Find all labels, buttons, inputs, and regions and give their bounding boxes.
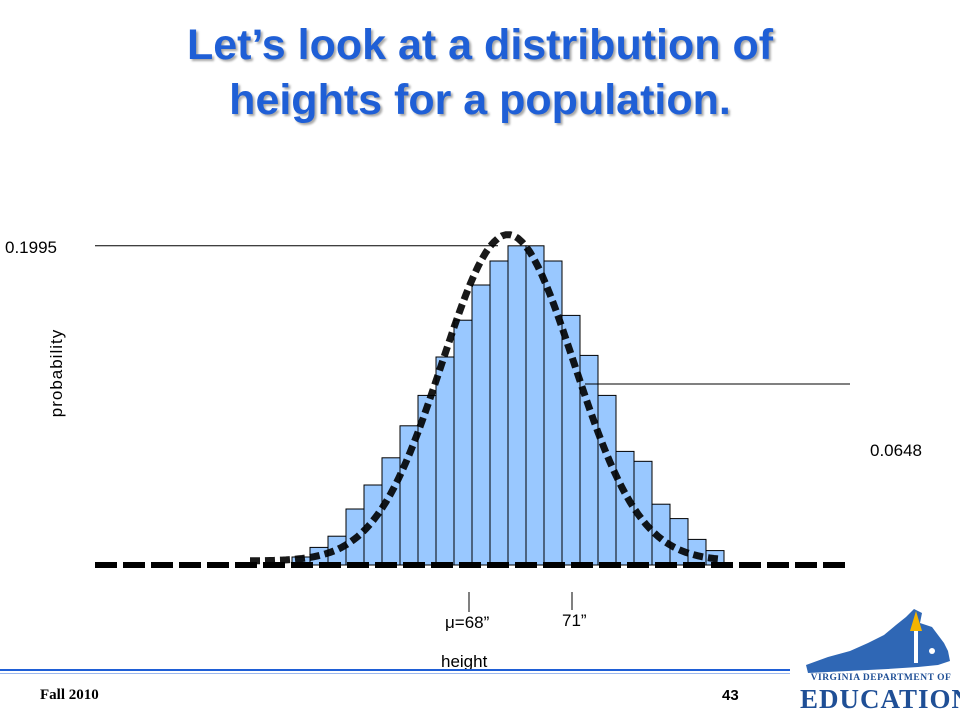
slide-title: Let’s look at a distribution of heights …	[0, 18, 960, 128]
histogram-bar	[669, 518, 689, 566]
footer-rule-secondary	[0, 673, 790, 674]
footer-rule	[0, 669, 790, 671]
logo-text-main: EDUCATION	[800, 684, 960, 714]
histogram-bar	[597, 394, 617, 566]
title-line-2: heights for a population.	[229, 76, 731, 124]
histogram-bar	[471, 284, 491, 566]
histogram-bar	[453, 319, 473, 566]
histogram-bar	[615, 450, 635, 566]
logo-text-top: VIRGINIA DEPARTMENT OF	[810, 673, 952, 683]
marker-label: 71”	[562, 611, 587, 630]
histogram-bar	[507, 245, 527, 566]
title-line-1: Let’s look at a distribution of	[186, 21, 774, 69]
y-axis-label: probability	[47, 328, 66, 418]
histogram-bar	[489, 260, 509, 566]
tail-value-label: 0.0648	[870, 441, 922, 460]
x-axis-label: height	[441, 652, 488, 671]
peak-value-label: 0.1995	[5, 238, 57, 257]
mean-label: μ=68”	[445, 613, 490, 632]
page-number: 43	[722, 687, 739, 704]
virginia-state-icon	[806, 609, 950, 673]
footer-term: Fall 2010	[40, 687, 99, 703]
histogram-bar	[525, 245, 545, 566]
normal-curve-shadow	[250, 231, 719, 565]
histogram-bar	[435, 356, 455, 566]
